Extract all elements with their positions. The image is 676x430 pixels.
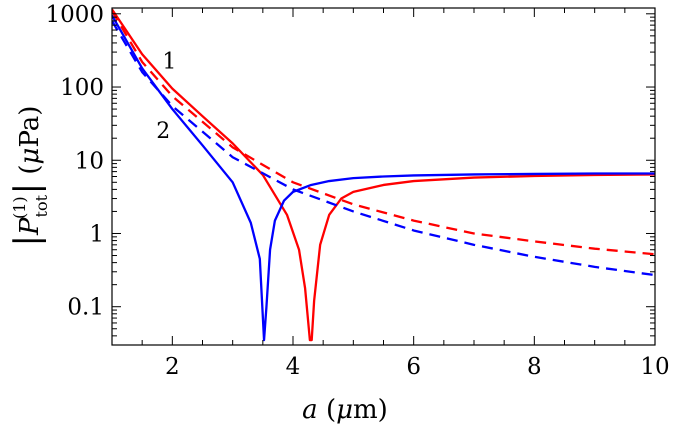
series-line-2 bbox=[112, 14, 655, 342]
ticks-layer bbox=[111, 8, 656, 346]
x-tick-label: 6 bbox=[406, 354, 421, 380]
y-tick-label: 10 bbox=[75, 148, 104, 174]
series-line-1 bbox=[112, 8, 655, 342]
x-tick-label: 4 bbox=[286, 354, 301, 380]
x-tick-label: 8 bbox=[527, 354, 542, 380]
y-tick-label: 1000 bbox=[45, 2, 104, 28]
y-tick-label: 100 bbox=[60, 75, 104, 101]
curve-annotation: 1 bbox=[162, 49, 176, 74]
series-line-3 bbox=[112, 10, 655, 256]
curve-annotation: 2 bbox=[156, 119, 170, 144]
tick-labels-layer: 2 4 6 8 10 0.1 1 10 100 1000 bbox=[45, 2, 669, 380]
x-axis-label: a (μm) bbox=[302, 395, 388, 425]
svg-text:|Ptot(1)| (μPa): |Ptot(1)| (μPa) bbox=[7, 106, 51, 247]
x-tick-label: 10 bbox=[640, 354, 669, 380]
series-layer bbox=[112, 8, 655, 342]
y-axis-label: |Ptot(1)| (μPa) bbox=[7, 106, 51, 247]
y-tick-label: 1 bbox=[89, 221, 104, 247]
x-tick-label: 2 bbox=[165, 354, 180, 380]
y-tick-label: 0.1 bbox=[67, 295, 104, 321]
annotations-layer: 12 bbox=[156, 49, 176, 144]
series-line-4 bbox=[112, 20, 655, 277]
